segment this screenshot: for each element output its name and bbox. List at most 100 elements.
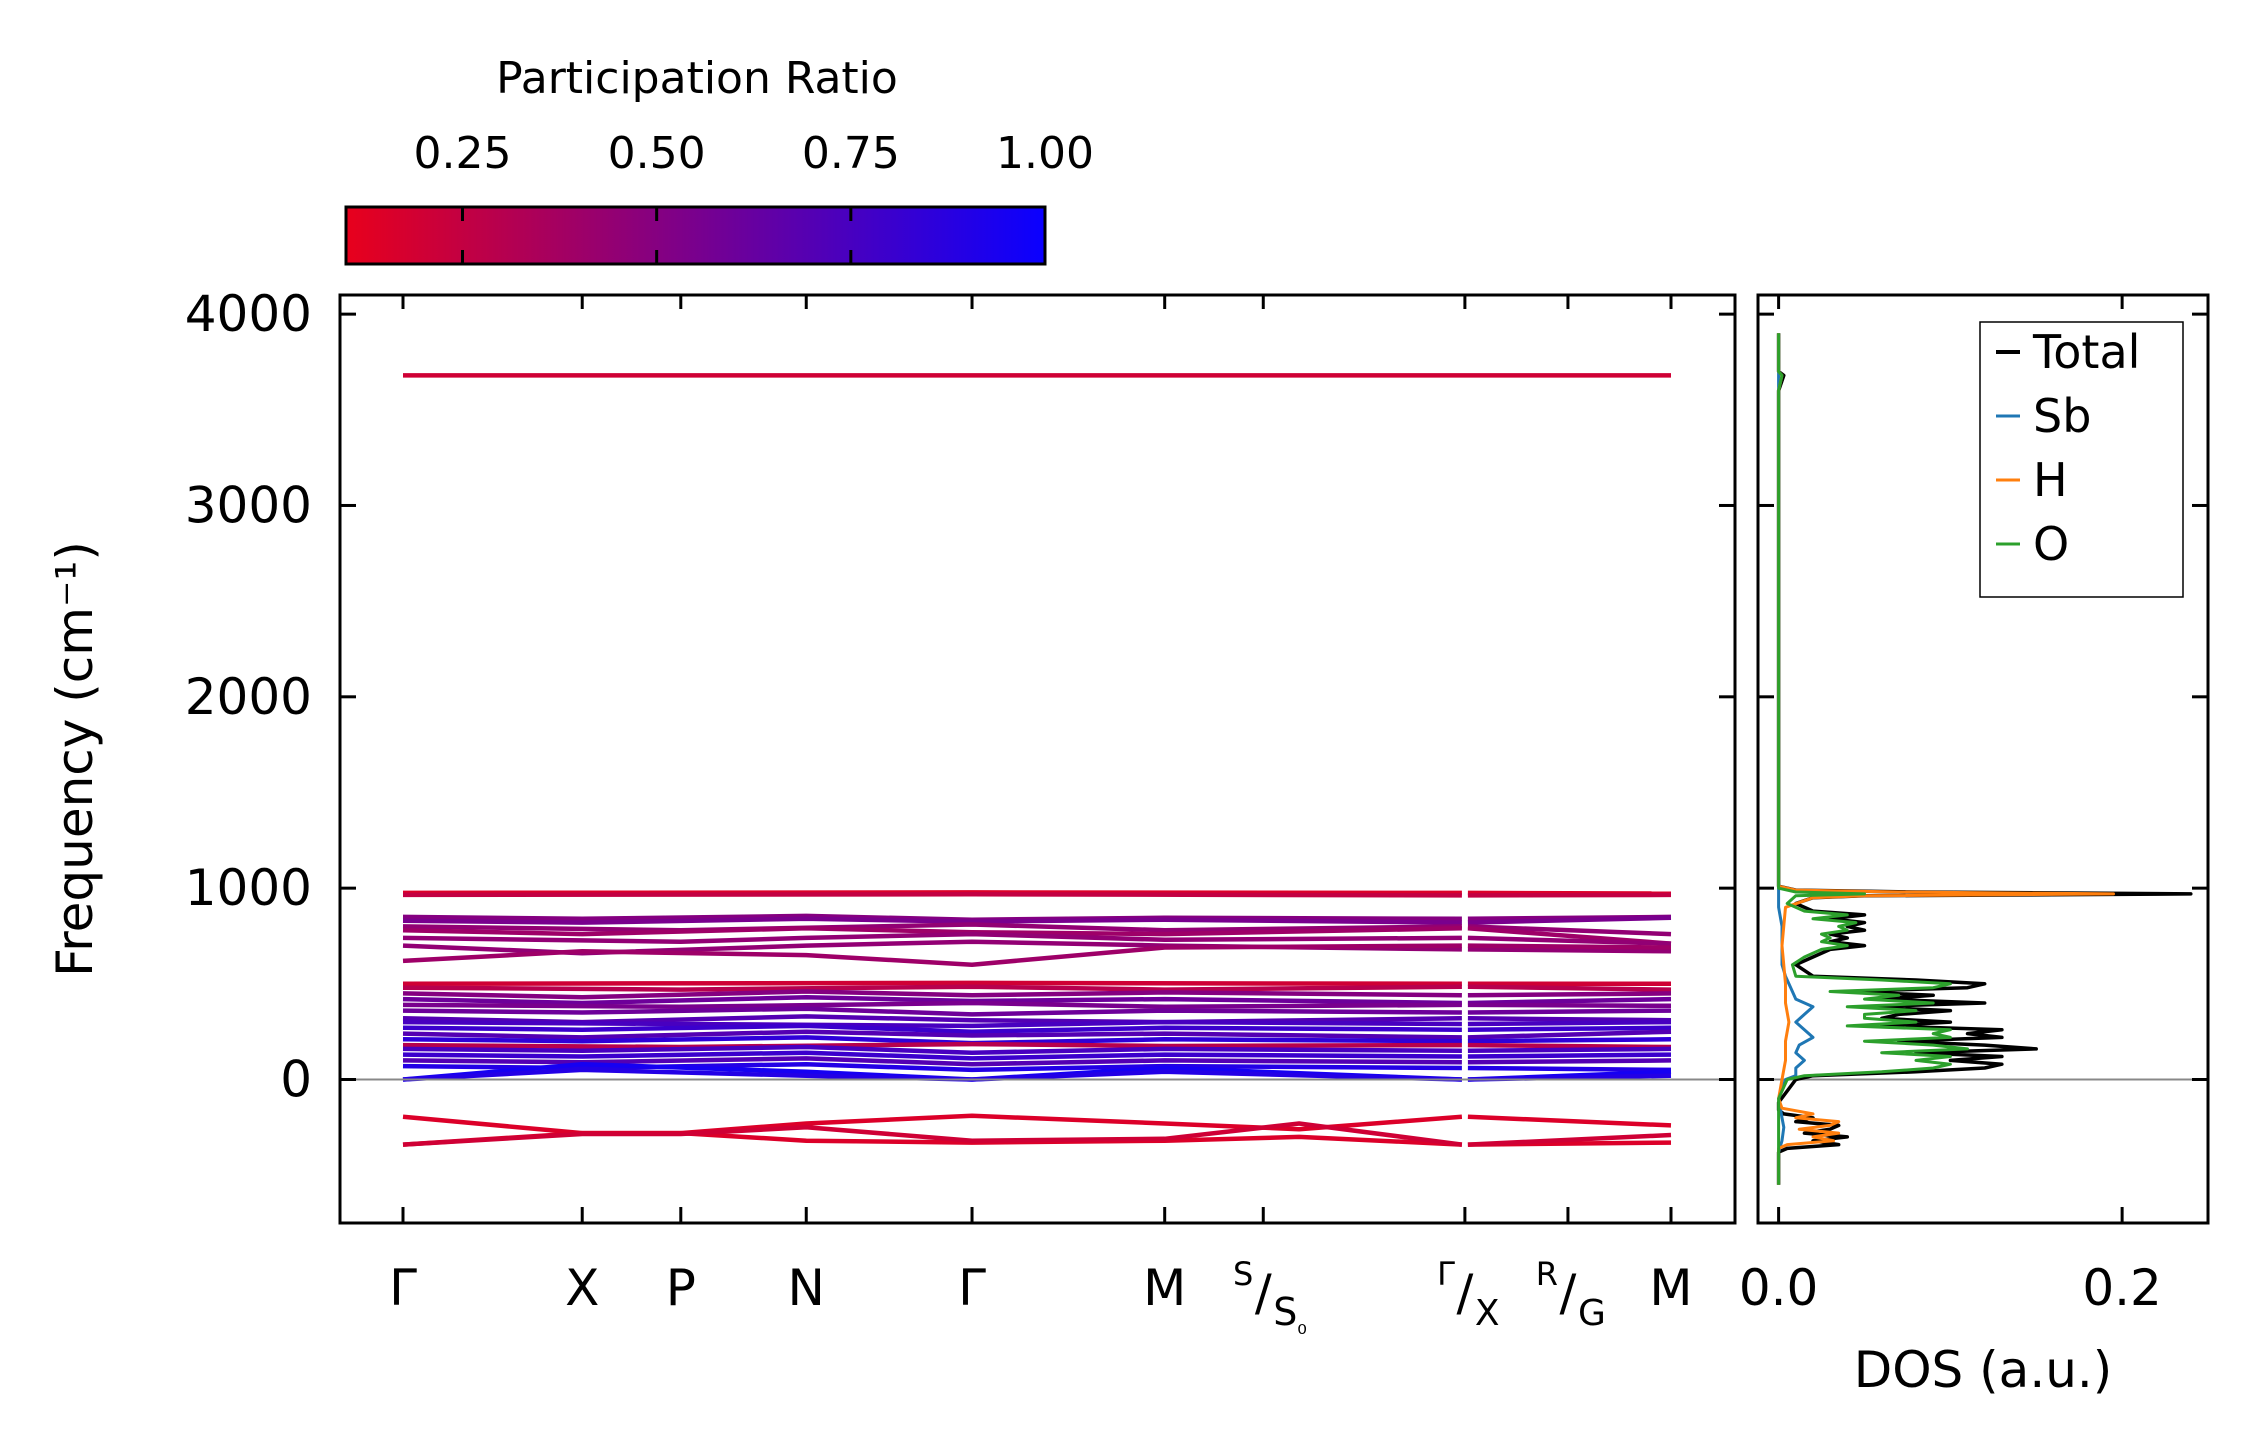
x-tick-label: Γ: [958, 1259, 986, 1317]
band-band-100: [402, 1056, 1462, 1067]
legend-label-h: H: [2033, 453, 2068, 507]
band-band-800: [402, 922, 1462, 933]
y-tick-label: 1000: [185, 859, 312, 917]
x-tick-label-gamma-x-upper: Γ: [1437, 1255, 1455, 1293]
x-tick-label-gamma-x: Γ / X: [1437, 1255, 1500, 1334]
band-band-210: [1467, 1037, 1672, 1044]
band-y-axis: 0 1000 2000 3000 4000: [185, 285, 1735, 1108]
band-band-240: [1467, 1029, 1672, 1040]
band-band-360: [402, 1006, 1462, 1017]
colorbar-title: Participation Ratio: [496, 53, 898, 104]
band-band-620: [1467, 943, 1672, 950]
dos-legend: Total Sb HO: [1979, 321, 2184, 598]
band-band-180: [402, 1041, 1462, 1050]
band-band-270: [1467, 1025, 1672, 1032]
dos-line-h: [1777, 333, 2115, 1185]
band-band-390: [1467, 1002, 1672, 1009]
x-tick-label: M: [1649, 1259, 1692, 1317]
band-band-360: [1467, 1008, 1672, 1015]
y-axis-label: Frequency (cm⁻¹): [46, 541, 104, 977]
band-band-130: [1467, 1052, 1672, 1059]
legend-label-total: Total: [2032, 325, 2140, 379]
y-tick-label: 0: [280, 1050, 312, 1108]
colorbar-tick-label: 0.50: [608, 128, 706, 179]
band-band-300: [402, 1019, 1462, 1029]
x-tick-label-gamma-x-slash: /: [1456, 1264, 1473, 1322]
colorbar-tick-label: 0.25: [414, 128, 512, 179]
dos-x-axis-label: DOS (a.u.): [1854, 1341, 2113, 1399]
x-tick-label-r-g-upper: R: [1536, 1255, 1558, 1293]
band-band-imag-3: [402, 1121, 1463, 1147]
colorbar-gradient: [344, 205, 1047, 266]
x-tick-label: X: [565, 1259, 599, 1317]
band-band-830: [402, 916, 1462, 925]
dos-plot-frame: [1756, 293, 2210, 1225]
band-band-960: [1467, 892, 1672, 898]
band-band-130: [402, 1050, 1462, 1061]
x-tick-label-s-s0: S / S ₀: [1233, 1255, 1307, 1340]
x-tick-label-s-s0-slash: /: [1255, 1264, 1272, 1322]
band-band-800: [1467, 924, 1672, 937]
legend-box: [1979, 321, 2184, 598]
y-tick-label: 2000: [185, 668, 312, 726]
band-band-960: [402, 892, 1462, 898]
band-band-420: [1467, 996, 1672, 1006]
band-band-acoustic-2: [402, 1067, 1462, 1082]
legend-label-sb: Sb: [2033, 389, 2091, 443]
band-band-imag-1: [1467, 1114, 1672, 1128]
band-band-480: [402, 984, 1462, 992]
band-band-160: [1467, 1046, 1672, 1054]
x-tick-label-s0-base: S: [1273, 1290, 1297, 1334]
dos-lines: [1776, 333, 2193, 1185]
band-band-300: [1467, 1019, 1672, 1027]
band-x-axis: Γ X P N Γ M MS / S ₀Γ / XR / G: [389, 295, 1693, 1340]
band-band-740: [1467, 935, 1672, 946]
band-band-780: [402, 926, 1462, 937]
x-tick-label-r-g-slash: /: [1560, 1264, 1577, 1322]
band-band-740: [402, 931, 1462, 944]
y-tick-label: 4000: [185, 285, 312, 343]
colorbar: Participation Ratio 0.25 0.50 0.75 1.00: [344, 53, 1094, 266]
x-tick-label-s-s0-upper: S: [1233, 1255, 1253, 1293]
y-tick-label: 3000: [185, 476, 312, 534]
band-band-180: [1467, 1042, 1672, 1050]
band-band-830: [1467, 915, 1672, 925]
band-band-240: [402, 1029, 1462, 1040]
colorbar-tick-label: 0.75: [802, 128, 900, 179]
x-tick-label-r-g-lower: G: [1578, 1293, 1606, 1334]
x-tick-label-s0-sub: ₀: [1297, 1312, 1307, 1340]
band-band-480: [1467, 984, 1672, 992]
x-tick-label: Γ: [389, 1259, 417, 1317]
dos-line-o: [1777, 333, 1969, 1185]
band-band-700: [1467, 947, 1672, 954]
band-band-320: [1467, 1016, 1672, 1023]
colorbar-ticks: 0.25 0.50 0.75 1.00: [414, 128, 1094, 264]
x-tick-label-r-g: R / G: [1536, 1255, 1606, 1334]
band-band-70: [1467, 1065, 1672, 1073]
band-band-450: [1467, 991, 1672, 998]
band-lines: [402, 373, 1672, 1147]
x-tick-label-gamma-x-lower: X: [1475, 1293, 1500, 1334]
dos-line-sb: [1777, 333, 1815, 1185]
band-band-100: [1467, 1058, 1672, 1065]
band-band-420: [402, 994, 1462, 1006]
colorbar-tick-label: 1.00: [996, 128, 1094, 179]
band-band-160: [402, 1044, 1462, 1055]
x-tick-label: M: [1143, 1259, 1186, 1317]
x-tick-label: P: [666, 1259, 696, 1317]
band-band-450: [402, 989, 1462, 1000]
dos-x-axis: 0.0 0.2: [1739, 295, 2162, 1317]
band-band-500: [402, 980, 1462, 987]
dos-x-tick-label: 0.2: [2082, 1259, 2162, 1317]
legend-label-o: O: [2033, 517, 2069, 571]
band-band-620: [402, 943, 1462, 967]
band-band-imag-3: [1467, 1132, 1672, 1147]
band-band-270: [402, 1023, 1462, 1034]
dos-panel: 0.0 0.2 DOS (a.u.) Total Sb HO: [1739, 293, 2210, 1399]
band-band-390: [402, 1000, 1462, 1010]
dos-x-tick-label: 0.0: [1739, 1259, 1819, 1317]
x-tick-label: N: [788, 1259, 825, 1317]
band-band-210: [402, 1035, 1462, 1046]
